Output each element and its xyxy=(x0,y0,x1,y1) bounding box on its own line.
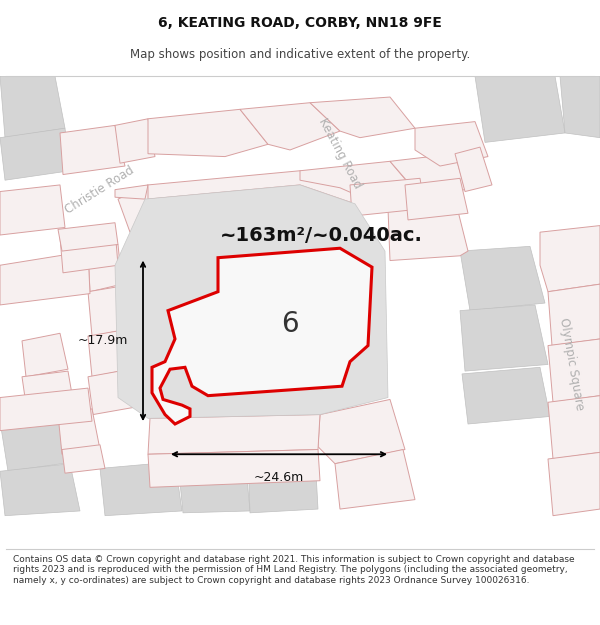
Polygon shape xyxy=(0,464,80,516)
Polygon shape xyxy=(0,251,90,305)
Polygon shape xyxy=(475,76,565,142)
Polygon shape xyxy=(460,305,548,371)
Text: Olympic Square: Olympic Square xyxy=(557,317,587,412)
Polygon shape xyxy=(88,369,136,414)
Polygon shape xyxy=(548,284,600,346)
Polygon shape xyxy=(540,226,600,292)
Text: ~24.6m: ~24.6m xyxy=(254,471,304,484)
Polygon shape xyxy=(390,154,465,198)
Polygon shape xyxy=(62,445,105,473)
Text: 6: 6 xyxy=(281,310,299,338)
Polygon shape xyxy=(115,185,388,418)
Polygon shape xyxy=(88,244,122,292)
Text: Keating Road: Keating Road xyxy=(316,116,364,191)
Polygon shape xyxy=(548,452,600,516)
Polygon shape xyxy=(455,147,492,191)
Polygon shape xyxy=(405,178,468,220)
Polygon shape xyxy=(335,449,415,509)
Polygon shape xyxy=(0,412,75,471)
Polygon shape xyxy=(100,462,182,516)
Polygon shape xyxy=(148,171,355,204)
Polygon shape xyxy=(148,414,320,454)
Polygon shape xyxy=(388,199,468,261)
Polygon shape xyxy=(318,399,405,464)
Polygon shape xyxy=(0,388,92,431)
Polygon shape xyxy=(115,119,155,163)
Text: Christie Road: Christie Road xyxy=(63,163,137,216)
Polygon shape xyxy=(88,329,130,377)
Polygon shape xyxy=(248,454,318,513)
Polygon shape xyxy=(148,449,320,488)
Polygon shape xyxy=(0,185,65,235)
Polygon shape xyxy=(548,396,600,459)
Polygon shape xyxy=(300,161,410,194)
Polygon shape xyxy=(115,185,148,199)
Polygon shape xyxy=(310,97,415,138)
Text: ~163m²/~0.040ac.: ~163m²/~0.040ac. xyxy=(220,226,423,244)
Polygon shape xyxy=(415,122,488,166)
Text: Contains OS data © Crown copyright and database right 2021. This information is : Contains OS data © Crown copyright and d… xyxy=(13,555,575,584)
Polygon shape xyxy=(22,333,68,377)
Polygon shape xyxy=(58,222,118,251)
Polygon shape xyxy=(22,371,75,418)
Text: 6, KEATING ROAD, CORBY, NN18 9FE: 6, KEATING ROAD, CORBY, NN18 9FE xyxy=(158,16,442,30)
Polygon shape xyxy=(148,109,268,157)
Text: Map shows position and indicative extent of the property.: Map shows position and indicative extent… xyxy=(130,48,470,61)
Polygon shape xyxy=(118,185,158,232)
Polygon shape xyxy=(462,368,550,424)
Polygon shape xyxy=(460,246,545,311)
Polygon shape xyxy=(548,339,600,402)
Polygon shape xyxy=(560,76,600,138)
Polygon shape xyxy=(152,248,372,424)
Polygon shape xyxy=(88,286,126,336)
Polygon shape xyxy=(350,178,425,216)
Polygon shape xyxy=(240,102,340,150)
Polygon shape xyxy=(60,229,118,272)
Polygon shape xyxy=(0,76,65,138)
Polygon shape xyxy=(60,126,125,174)
Polygon shape xyxy=(0,128,70,180)
Text: ~17.9m: ~17.9m xyxy=(77,334,128,348)
Polygon shape xyxy=(58,409,100,454)
Polygon shape xyxy=(178,457,250,513)
